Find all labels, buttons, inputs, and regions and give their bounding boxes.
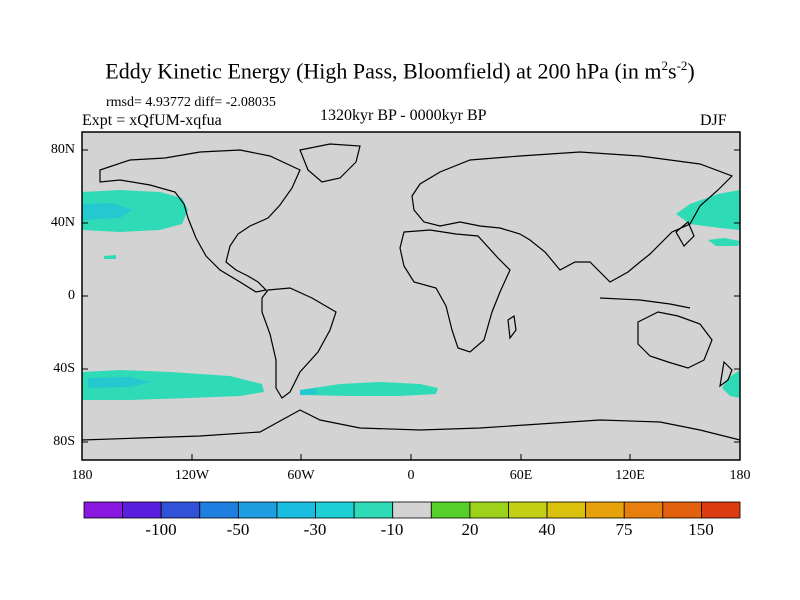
colorbar-swatch [276, 501, 316, 519]
colorbar-swatch [199, 501, 239, 519]
experiment-label: Expt = xQfUM-xqfua [82, 112, 222, 129]
colorbar-swatch [392, 501, 432, 519]
colorbar-label: 40 [538, 520, 556, 539]
colorbar-label: -10 [380, 520, 404, 539]
colorbar-label: 75 [615, 520, 633, 539]
x-label-120e: 120E [615, 468, 645, 483]
season-label: DJF [700, 112, 727, 129]
colorbar-swatch [508, 501, 548, 519]
x-label-180w: 180 [71, 468, 93, 483]
anomaly-layer [82, 190, 740, 400]
coast-south-america [261, 287, 337, 399]
coast-africa [399, 229, 511, 353]
anomaly-east-edge [722, 370, 740, 398]
y-label-0: 0 [68, 288, 75, 303]
coast-antarctica [81, 409, 741, 441]
anomaly-mid-pacific-small [104, 255, 116, 259]
colorbar-swatch [701, 501, 741, 519]
coast-north-america [99, 149, 301, 293]
colorbar-swatch [83, 501, 123, 519]
anomaly-north-pacific-east-core [82, 203, 132, 220]
colorbar-swatch [122, 501, 162, 519]
colorbar-swatch [585, 501, 625, 519]
coast-new-zealand [719, 360, 733, 388]
anomaly-south-atlantic [300, 382, 438, 396]
axis-ticks [81, 149, 741, 460]
anomaly-north-pacific-west-small [708, 238, 740, 246]
stats-text: rmsd= 4.93772 diff= -2.08035 [106, 95, 276, 110]
y-label-40n: 40N [50, 215, 75, 230]
coast-indonesia [599, 297, 691, 309]
colorbar-swatch [237, 501, 278, 519]
x-label-0: 0 [407, 468, 415, 483]
coast-greenland [299, 143, 361, 183]
x-label-60e: 60E [509, 468, 533, 483]
colorbar-swatch [469, 501, 509, 519]
x-label-120w: 120W [174, 468, 210, 483]
anomaly-south-atlantic-core [300, 388, 318, 395]
anomaly-south-pacific-core [88, 377, 150, 388]
colorbar-swatch [662, 501, 702, 519]
colorbar-swatch [353, 501, 394, 519]
colorbar-label: -50 [226, 520, 250, 539]
colorbar-swatch [160, 501, 201, 519]
colorbar-label: 20 [461, 520, 479, 539]
coastlines [81, 143, 741, 441]
plot-title: Eddy Kinetic Energy (High Pass, Bloomfie… [105, 58, 695, 84]
colorbar-label: -30 [303, 520, 327, 539]
y-label-80s: 80S [53, 434, 75, 449]
colorbar-swatch [623, 501, 664, 519]
map-background [82, 132, 740, 460]
colorbar-swatch [430, 501, 471, 519]
colorbar-swatch [315, 501, 355, 519]
colorbar-label: -100 [145, 520, 177, 539]
coast-australia [637, 311, 713, 369]
x-label-60w: 60W [287, 468, 315, 483]
coast-eurasia [411, 151, 734, 283]
coast-madagascar [507, 314, 517, 340]
colorbar-swatch [546, 501, 587, 519]
y-label-80n: 80N [50, 142, 75, 157]
colorbar [83, 501, 741, 519]
colorbar-label: 150 [688, 520, 714, 539]
coast-japan [675, 221, 695, 247]
anomaly-north-pacific-east [82, 190, 188, 232]
period-label: 1320kyr BP - 0000kyr BP [320, 107, 487, 124]
y-label-40s: 40S [53, 361, 75, 376]
x-label-180e: 180 [729, 468, 751, 483]
